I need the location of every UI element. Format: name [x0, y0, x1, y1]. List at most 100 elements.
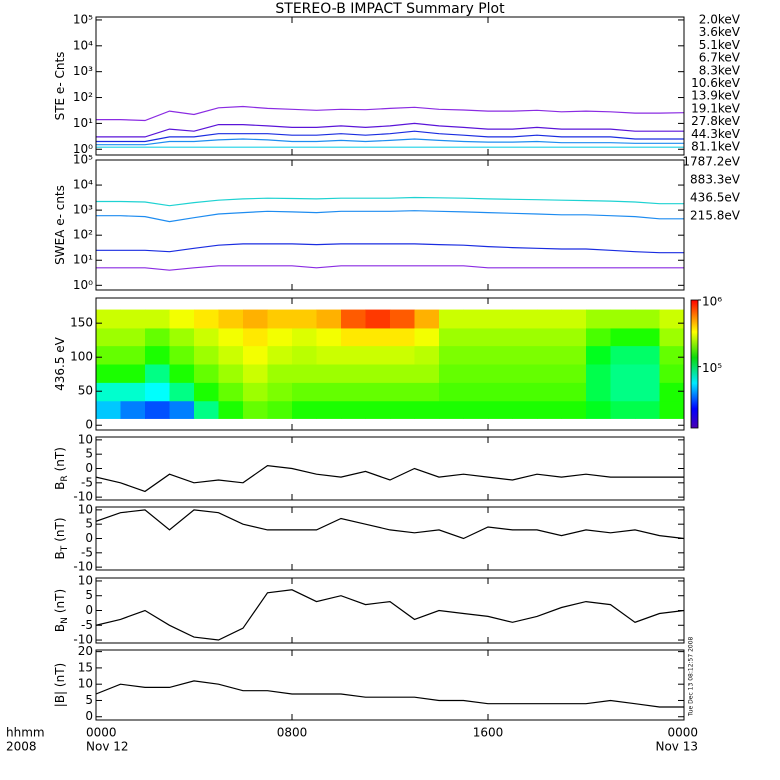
heat-cell	[218, 400, 244, 419]
y-label-unit: (nT)	[53, 589, 67, 613]
y-tick-label: 5	[85, 517, 93, 531]
heat-cell	[365, 400, 391, 419]
y-tick-label: -10	[73, 633, 93, 647]
heat-cell	[120, 327, 146, 347]
y-tick-label: 10⁴	[73, 178, 93, 192]
heat-cell	[586, 309, 611, 329]
y-tick-label: 5	[85, 693, 93, 707]
y-tick-label: 10⁵	[73, 12, 93, 26]
heat-cell	[267, 382, 293, 402]
heat-cell	[194, 364, 219, 383]
y-tick-label: 15	[78, 660, 93, 674]
heat-cell	[145, 309, 170, 329]
heat-cell	[169, 400, 195, 419]
heat-cell	[635, 327, 660, 347]
heat-cell	[292, 400, 317, 419]
heat-cell	[439, 382, 464, 402]
legend-entry: 27.8keV	[691, 114, 741, 128]
heat-cell	[96, 345, 121, 365]
y-tick-label: 0	[85, 418, 93, 432]
series-line	[96, 509, 684, 540]
heat-cell	[463, 345, 489, 365]
y-axis-label: BR (nT)	[53, 447, 70, 490]
x-tick-label: 0000	[86, 726, 117, 740]
heat-cell	[635, 364, 660, 383]
heat-cell	[292, 345, 317, 365]
y-tick-label: 100	[70, 350, 93, 364]
y-tick-label: 0	[85, 603, 93, 617]
colorbar-label: 10⁶	[702, 295, 722, 309]
heat-cell	[463, 382, 489, 402]
heat-cell	[390, 345, 415, 365]
heat-cell	[96, 327, 121, 347]
heat-cell	[610, 327, 636, 347]
heat-cell	[635, 345, 660, 365]
heat-cell	[586, 364, 611, 383]
colorbar	[690, 299, 699, 429]
y-tick-label: 5	[85, 447, 93, 461]
chart-title: STEREO-B IMPACT Summary Plot	[275, 1, 505, 17]
heat-cell	[120, 382, 146, 402]
heat-cell	[414, 345, 440, 365]
heat-cell	[414, 327, 440, 347]
y-tick-label: 10⁰	[73, 142, 93, 156]
heat-cell	[145, 345, 170, 365]
heat-cell	[561, 309, 587, 329]
plot-frame	[95, 297, 685, 431]
heat-cell	[292, 327, 317, 347]
legend-entry: 8.3keV	[699, 63, 741, 77]
heat-cell	[218, 309, 244, 329]
legend-entry: 19.1keV	[691, 101, 741, 115]
heat-cell	[488, 309, 513, 329]
y-label-sub: R	[60, 475, 70, 481]
y-label-text: |B| (nT)	[53, 663, 67, 707]
heat-cell	[488, 364, 513, 383]
heat-cell	[316, 327, 342, 347]
heat-cell	[635, 382, 660, 402]
heat-cell	[659, 327, 685, 347]
heat-cell	[561, 400, 587, 419]
heat-cell	[635, 309, 660, 329]
heat-cell	[439, 309, 464, 329]
legend-entry: 81.1keV	[691, 140, 741, 154]
y-label-sub: N	[60, 617, 70, 624]
heat-cell	[292, 364, 317, 383]
plot-frame	[95, 159, 685, 291]
heat-cell	[169, 382, 195, 402]
y-tick-label: 5	[85, 588, 93, 602]
heat-cell	[267, 400, 293, 419]
heat-cell	[96, 364, 121, 383]
heat-cell	[316, 364, 342, 383]
heat-cell	[561, 382, 587, 402]
heat-cell	[414, 309, 440, 329]
heat-cell	[365, 382, 391, 402]
plot-frame	[95, 506, 685, 571]
heat-cell	[512, 327, 538, 347]
heat-cell	[512, 382, 538, 402]
heat-cell	[120, 400, 146, 419]
legend-entry: 2.0keV	[699, 13, 741, 27]
series-line	[96, 105, 684, 122]
series-line	[96, 680, 684, 708]
heat-cell	[610, 345, 636, 365]
y-axis-label: BT (nT)	[53, 517, 70, 559]
heat-cell	[243, 327, 268, 347]
y-tick-label: -5	[81, 618, 93, 632]
heat-cell	[120, 364, 146, 383]
heat-cell	[610, 309, 636, 329]
heat-cell	[194, 400, 219, 419]
heat-cell	[463, 309, 489, 329]
y-tick-label: -5	[81, 545, 93, 559]
heat-cell	[390, 382, 415, 402]
y-tick-label: 0	[85, 531, 93, 545]
heat-cell	[414, 400, 440, 419]
heat-cell	[169, 327, 195, 347]
heat-cell	[341, 382, 366, 402]
heat-cell	[537, 382, 562, 402]
heat-cell	[218, 327, 244, 347]
y-axis-label: |B| (nT)	[53, 663, 67, 707]
series-line	[96, 265, 684, 271]
heat-cell	[316, 382, 342, 402]
heat-cell	[243, 364, 268, 383]
